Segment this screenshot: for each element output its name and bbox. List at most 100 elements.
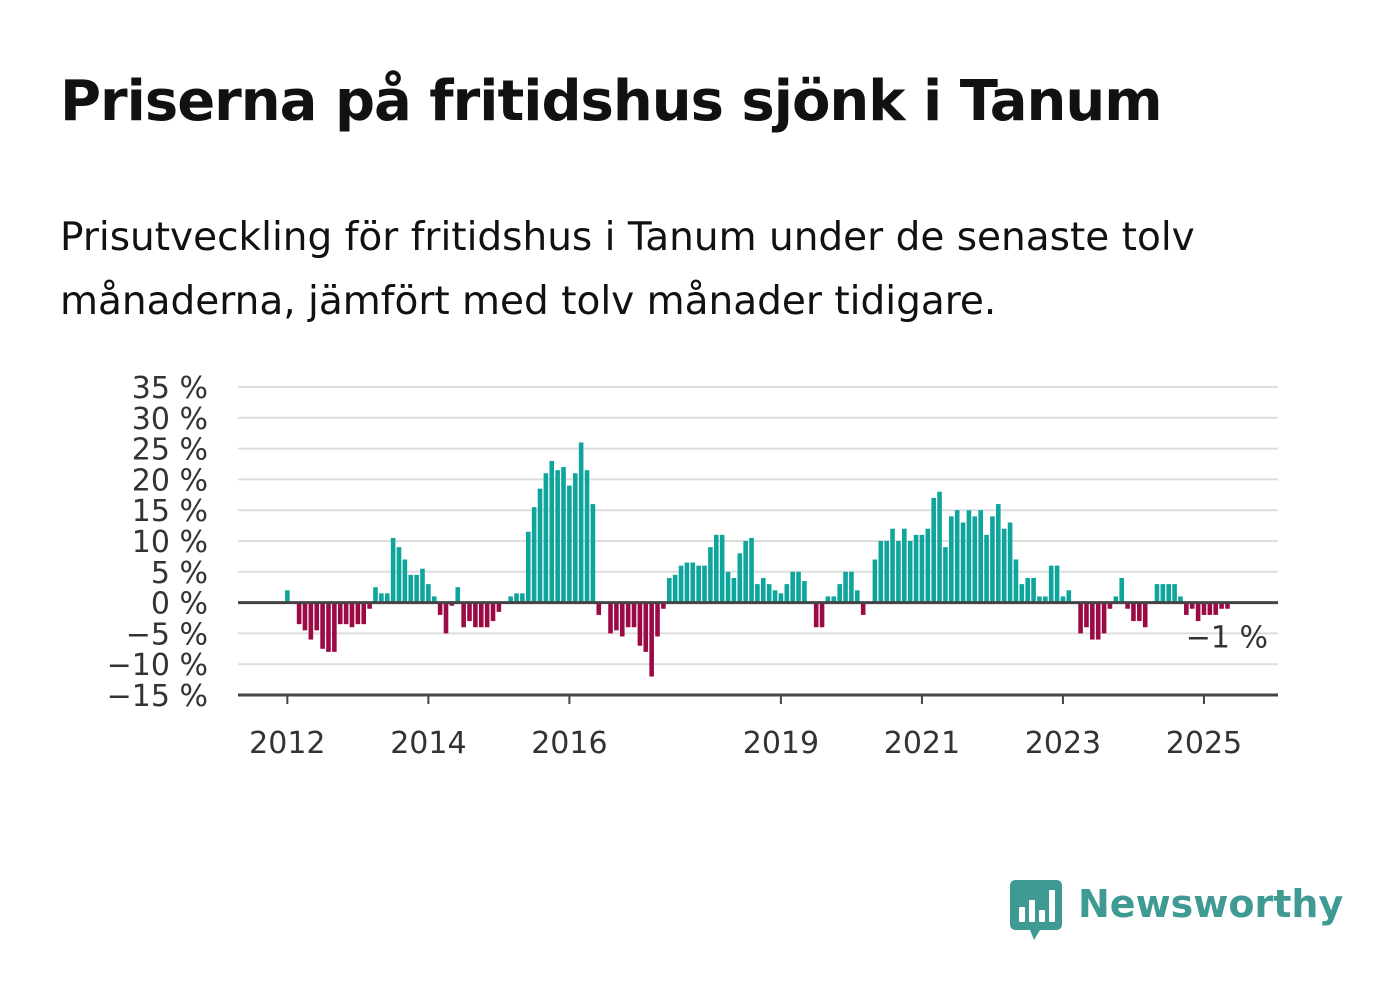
- bar: [784, 584, 790, 603]
- bar: [1166, 584, 1172, 603]
- bar: [1125, 602, 1130, 609]
- bar: [1172, 584, 1177, 603]
- bar: [1078, 602, 1083, 634]
- bar: [420, 568, 425, 603]
- bar: [1160, 584, 1166, 603]
- y-axis-ticks: 35 %30 %25 %20 %15 %10 %5 %0 %−5 %−10 %−…: [107, 371, 208, 714]
- bar: [355, 602, 361, 625]
- bar: [543, 473, 549, 603]
- y-tick-label: 10 %: [132, 525, 208, 560]
- bar: [1119, 577, 1125, 603]
- bar: [831, 596, 837, 603]
- bar: [619, 602, 625, 637]
- bar: [737, 553, 743, 603]
- bar: [1201, 602, 1207, 615]
- bar: [437, 602, 443, 615]
- bar: [637, 602, 643, 646]
- bar: [790, 571, 795, 603]
- bar: [320, 602, 325, 649]
- bar: [743, 541, 748, 603]
- bar: [525, 531, 531, 603]
- x-tick-label: 2016: [531, 726, 607, 761]
- bar: [384, 593, 390, 603]
- bar: [813, 602, 819, 628]
- bar: [1131, 602, 1136, 622]
- bar: [584, 470, 590, 603]
- y-tick-label: 15 %: [132, 494, 208, 529]
- bar: [1043, 596, 1048, 603]
- bar: [1178, 596, 1183, 603]
- bar: [1084, 602, 1089, 628]
- bar: [426, 584, 431, 603]
- bar: [902, 528, 907, 603]
- bar: [913, 534, 919, 603]
- bar: [625, 602, 631, 628]
- bar: [1195, 602, 1201, 622]
- bar: [590, 504, 596, 603]
- bar: [379, 593, 384, 603]
- bar: [484, 602, 490, 628]
- y-tick-label: 35 %: [132, 371, 208, 406]
- bar: [343, 602, 349, 625]
- bar: [696, 565, 701, 603]
- grid-lines: [238, 386, 1278, 666]
- bar: [537, 488, 543, 603]
- price-change-bar-chart: 35 %30 %25 %20 %15 %10 %5 %0 %−5 %−10 %−…: [107, 371, 1278, 761]
- bar: [966, 510, 972, 603]
- bar: [666, 577, 672, 603]
- bar: [661, 602, 666, 609]
- bar: [1184, 602, 1189, 615]
- bar: [1225, 602, 1230, 609]
- bar: [819, 602, 825, 628]
- bar: [649, 602, 654, 677]
- bar: [1019, 584, 1025, 603]
- bar: [978, 510, 983, 603]
- bar: [960, 522, 966, 603]
- bar: [931, 497, 936, 603]
- bar: [449, 602, 455, 606]
- bar: [778, 593, 784, 603]
- bar: [1142, 602, 1148, 628]
- bar: [755, 584, 760, 603]
- bar: [802, 581, 807, 603]
- last-value-label: −1 %: [1186, 620, 1268, 655]
- bar: [337, 602, 343, 625]
- x-tick-label: 2019: [743, 726, 819, 761]
- bar: [731, 577, 737, 603]
- bar: [907, 541, 913, 603]
- bar: [872, 559, 878, 603]
- bar: [1101, 602, 1107, 634]
- bar: [1207, 602, 1213, 615]
- y-tick-label: 5 %: [151, 556, 208, 591]
- bar: [684, 562, 690, 603]
- bar: [531, 507, 537, 603]
- x-tick-label: 2023: [1025, 726, 1101, 761]
- x-tick-label: 2014: [390, 726, 466, 761]
- bar: [984, 534, 989, 603]
- bar: [443, 602, 449, 634]
- bar: [796, 571, 801, 603]
- bar: [708, 547, 713, 603]
- bar: [837, 584, 842, 603]
- bar: [390, 537, 396, 603]
- bar: [925, 528, 931, 603]
- bar: [1060, 596, 1066, 603]
- brand-name: Newsworthy: [1078, 882, 1344, 926]
- bar: [937, 491, 942, 603]
- bar: [614, 602, 619, 631]
- bar: [1007, 522, 1013, 603]
- bar: [549, 460, 555, 603]
- x-axis-ticks: 2012 2014 2016 2019 2021 2023 2025: [249, 695, 1242, 761]
- bar: [520, 593, 525, 603]
- bar: [508, 596, 513, 603]
- bar-chart-speech-bubble-icon: [1010, 880, 1062, 940]
- newsworthy-logo: Newsworthy: [1010, 880, 1343, 940]
- bar: [896, 541, 901, 603]
- bar: [349, 602, 355, 628]
- bar: [1137, 602, 1142, 622]
- bar: [596, 602, 602, 615]
- bar: [572, 473, 578, 603]
- y-tick-label: −15 %: [107, 679, 208, 714]
- bar: [561, 467, 566, 603]
- bar: [725, 571, 731, 603]
